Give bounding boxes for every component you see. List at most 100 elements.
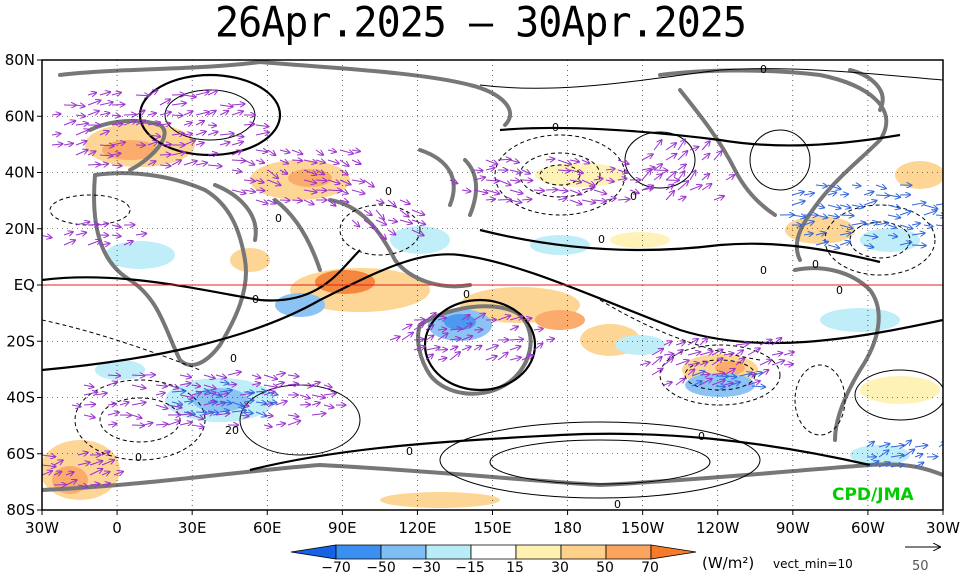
wind-vector — [77, 485, 88, 487]
wind-vector — [327, 199, 335, 206]
colorbar-tick: 50 — [596, 560, 614, 575]
map-title: 26Apr.2025 – 30Apr.2025 — [215, 0, 747, 48]
wind-vector — [219, 142, 230, 145]
wind-vector — [195, 121, 204, 125]
wind-vector — [641, 170, 651, 181]
wind-vector — [509, 346, 521, 350]
wind-vector — [677, 139, 685, 151]
lon-label: 180 — [553, 519, 582, 537]
contour-label: 0 — [275, 212, 282, 225]
wind-vector — [191, 385, 200, 386]
wind-vector — [147, 161, 156, 165]
wind-vector — [914, 454, 922, 457]
wind-vector — [207, 153, 217, 155]
wind-vector — [327, 190, 342, 191]
credit-label: CPD/JMA — [832, 485, 914, 505]
wind-vector — [839, 225, 852, 228]
wind-vector — [701, 154, 709, 161]
wind-vector — [119, 402, 129, 405]
wind-vector — [413, 346, 425, 350]
wind-vector — [231, 135, 244, 137]
wind-vector — [231, 160, 245, 161]
contour-label: 0 — [760, 63, 767, 76]
wind-vector — [425, 354, 433, 361]
wind-vector — [255, 150, 267, 152]
wind-vector — [77, 453, 88, 455]
wind-vector — [783, 364, 793, 365]
wind-vector — [183, 401, 193, 402]
wind-vector — [255, 160, 264, 163]
wind-vector — [735, 358, 744, 366]
wind-vector — [159, 144, 171, 145]
wind-vector — [890, 455, 903, 457]
wind-vector — [771, 353, 782, 355]
wind-vector — [497, 159, 511, 160]
wind-vector — [759, 340, 772, 346]
wind-vector — [327, 180, 340, 184]
wind-vector — [147, 90, 157, 96]
wind-vector — [425, 336, 434, 340]
wind-vector — [42, 465, 56, 467]
wind-vector — [219, 382, 228, 383]
wind-vector — [263, 385, 277, 387]
wind-vector — [255, 200, 267, 204]
contour-label: 0 — [406, 445, 413, 458]
wind-vector — [101, 483, 110, 485]
wind-vector — [42, 471, 52, 475]
wind-vector — [449, 339, 460, 340]
lat-label: 60S — [6, 445, 35, 463]
wind-vector — [179, 395, 193, 398]
wind-vector — [171, 152, 185, 155]
lat-label: 40N — [5, 164, 35, 182]
wind-vector — [75, 115, 85, 116]
wind-vector — [509, 180, 520, 181]
wind-vector — [171, 133, 184, 135]
wind-vector — [569, 160, 579, 162]
colorbar-ticks: −70 −50 −30 −15 15 30 50 70 — [321, 560, 659, 575]
wind-vector — [131, 415, 141, 418]
wind-vector — [195, 112, 209, 115]
wind-vector — [63, 143, 73, 145]
wind-vector — [425, 313, 436, 321]
wind-vector — [687, 363, 699, 365]
wind-vector — [195, 163, 207, 165]
wind-vector — [219, 390, 232, 392]
wind-vector — [911, 233, 925, 235]
wind-vector — [653, 170, 668, 171]
wind-vector — [759, 360, 771, 366]
wind-vector — [677, 165, 686, 171]
wind-vector — [207, 391, 221, 396]
wind-vector — [111, 104, 124, 105]
wind-vector — [315, 160, 325, 163]
wind-vector — [207, 90, 217, 96]
wind-vector — [303, 169, 316, 175]
wind-vector — [437, 318, 446, 320]
wind-vector — [111, 142, 125, 145]
wind-vector — [509, 339, 523, 340]
wind-vector — [315, 180, 327, 181]
latitude-axis: 80N 60N 40N 20N EQ 20S 40S 60S 80S — [5, 51, 35, 519]
wind-vector — [521, 355, 533, 361]
wind-vector — [231, 401, 243, 406]
wind-vector — [351, 160, 361, 164]
wind-vector — [267, 149, 275, 155]
wind-vector — [101, 472, 109, 475]
wind-vector — [747, 381, 760, 386]
wind-vector — [711, 380, 725, 386]
wind-vector — [243, 400, 254, 402]
wind-vector — [735, 350, 743, 355]
wind-vector — [279, 170, 287, 174]
wind-vector — [863, 235, 877, 237]
wind-vector — [231, 142, 243, 145]
wind-vector — [437, 333, 448, 341]
wind-vector — [42, 455, 55, 457]
wind-vector — [375, 229, 386, 239]
wind-vector — [581, 200, 595, 203]
wind-vector — [159, 154, 171, 155]
wind-vector — [675, 350, 683, 356]
wind-vector — [533, 329, 543, 330]
contour-label: 0 — [385, 185, 392, 198]
lat-label: 80S — [6, 501, 35, 519]
wind-vector — [339, 179, 351, 184]
wind-vector — [251, 383, 260, 385]
